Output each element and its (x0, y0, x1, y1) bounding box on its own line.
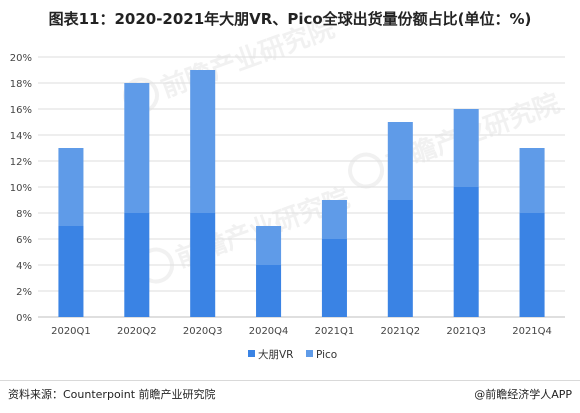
grid-layer (38, 56, 565, 318)
x-tick-label: 2021Q1 (315, 326, 355, 337)
y-tick-label: 14% (10, 131, 32, 142)
legend-swatch (248, 350, 255, 357)
x-tick-label: 2021Q4 (512, 326, 552, 337)
bar-dapeng (124, 213, 150, 317)
bar-dapeng (519, 213, 545, 317)
bar-pico (124, 83, 150, 213)
y-tick-label: 8% (16, 209, 32, 220)
bar-dapeng (58, 226, 84, 317)
x-axis-ticks: 2020Q1 2020Q2 2020Q3 2020Q4 2021Q1 2021Q2 2021… (51, 326, 552, 337)
legend: 大朋VR Pico (248, 348, 337, 361)
bar-dapeng (321, 239, 347, 317)
legend-label: Pico (316, 349, 337, 361)
legend-swatch (306, 350, 313, 357)
x-tick-label: 2021Q3 (446, 326, 486, 337)
brand-label: @前瞻经济学人APP (474, 388, 572, 401)
bar-dapeng (453, 187, 479, 317)
bar-dapeng (190, 213, 216, 317)
bar-pico (321, 200, 347, 239)
y-tick-label: 18% (10, 79, 32, 90)
bar-dapeng (256, 265, 282, 317)
y-tick-label: 2% (16, 287, 32, 298)
x-tick-label: 2021Q2 (380, 326, 420, 337)
footer-divider (0, 380, 580, 381)
y-tick-label: 0% (16, 313, 32, 324)
watermark-1: 前瞻产业研究院 (123, 13, 339, 114)
bar-dapeng (387, 200, 413, 317)
bar-pico (256, 226, 282, 265)
y-tick-label: 20% (10, 53, 32, 64)
legend-label: 大朋VR (258, 348, 293, 361)
source-note: 资料来源：Counterpoint 前瞻产业研究院 (8, 388, 216, 401)
bar-chart: 前瞻产业研究院前瞻产业研究院前瞻产业研究院 0%2%4%6%8%10%12%14… (10, 13, 565, 361)
x-tick-label: 2020Q4 (249, 326, 289, 337)
y-tick-label: 4% (16, 261, 32, 272)
watermark-text: 前瞻产业研究院 (157, 13, 339, 104)
bar-pico (190, 70, 216, 213)
x-tick-label: 2020Q3 (183, 326, 223, 337)
bar-pico (453, 109, 479, 187)
y-axis-ticks: 0% 2% 4% 6% 8% 10% 12% 14% 16% 18% 20% (10, 53, 32, 324)
bar-pico (387, 122, 413, 200)
bars (58, 70, 545, 317)
y-tick-label: 16% (10, 105, 32, 116)
x-tick-label: 2020Q1 (51, 326, 91, 337)
watermark-3: 前瞻产业研究院 (138, 183, 354, 284)
chart-title: 图表11：2020-2021年大朋VR、Pico全球出货量份额占比(单位：%) (48, 10, 532, 28)
watermark-logo-icon (348, 152, 385, 189)
x-tick-label: 2020Q2 (117, 326, 157, 337)
y-tick-label: 6% (16, 235, 32, 246)
bar-pico (58, 148, 84, 226)
y-tick-label: 10% (10, 183, 32, 194)
bar-pico (519, 148, 545, 213)
y-tick-label: 12% (10, 157, 32, 168)
